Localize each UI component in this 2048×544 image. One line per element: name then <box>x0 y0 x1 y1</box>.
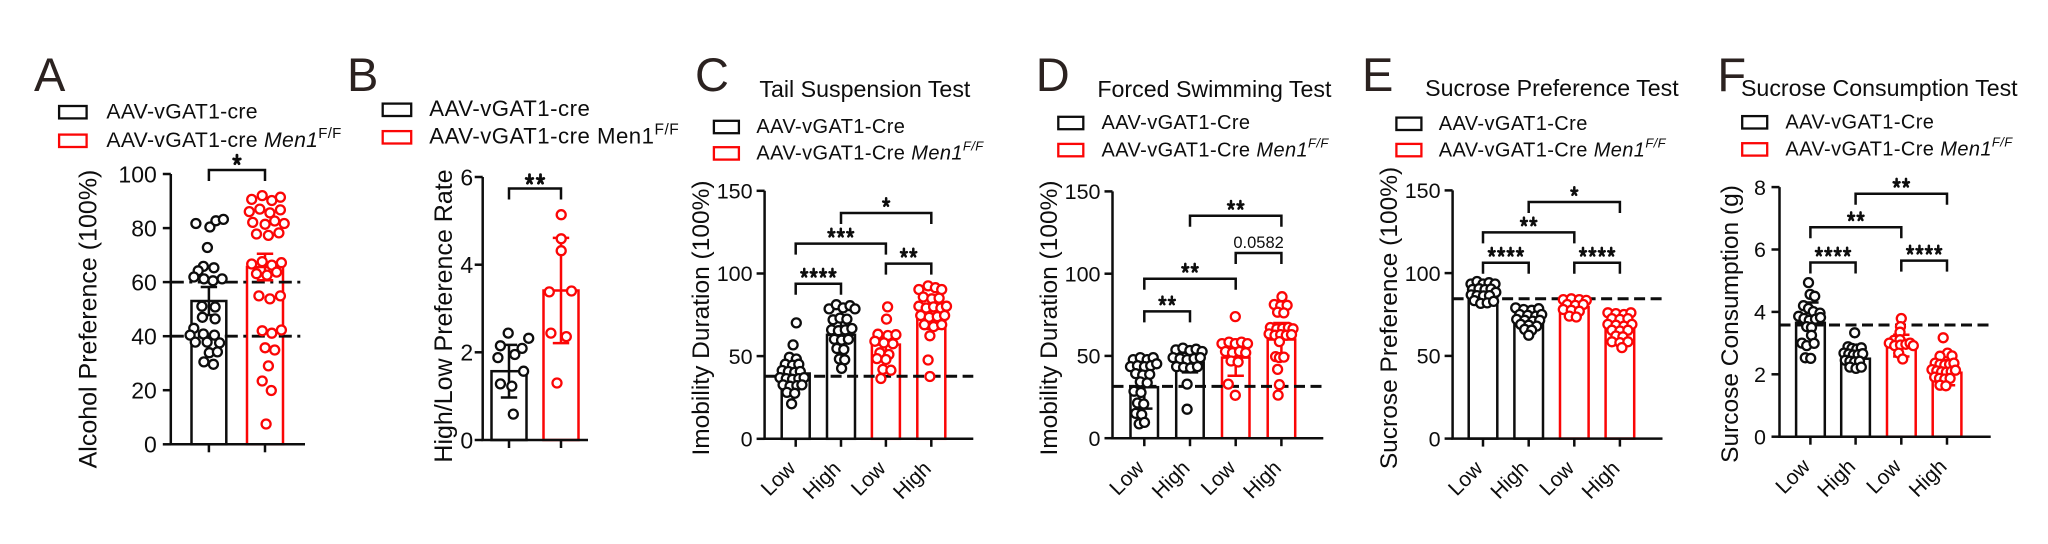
svg-text:0: 0 <box>1429 427 1441 451</box>
svg-text:Alcohol Preference (100%): Alcohol Preference (100%) <box>75 170 103 469</box>
svg-text:100: 100 <box>1405 262 1441 286</box>
svg-text:4: 4 <box>1754 301 1766 325</box>
svg-text:0: 0 <box>1089 427 1101 451</box>
svg-text:100: 100 <box>1065 262 1101 286</box>
svg-text:E: E <box>1362 48 1393 101</box>
svg-text:150: 150 <box>1405 179 1441 203</box>
svg-text:AAV-vGAT1-Cre Men1F/F: AAV-vGAT1-Cre Men1F/F <box>1439 135 1667 161</box>
svg-text:40: 40 <box>131 324 157 350</box>
svg-text:AAV-vGAT1-cre Men1F/F: AAV-vGAT1-cre Men1F/F <box>429 122 679 149</box>
svg-text:100: 100 <box>717 262 753 286</box>
svg-text:AAV-vGAT1-Cre Men1F/F: AAV-vGAT1-Cre Men1F/F <box>1785 135 2013 161</box>
svg-text:0: 0 <box>144 432 157 458</box>
svg-text:C: C <box>695 48 729 101</box>
svg-text:20: 20 <box>131 378 157 404</box>
svg-text:4: 4 <box>460 252 473 278</box>
svg-text:F: F <box>1717 48 1746 101</box>
svg-text:Sucrose Consumption Test: Sucrose Consumption Test <box>1741 75 2018 101</box>
svg-text:80: 80 <box>131 215 157 241</box>
svg-text:0: 0 <box>741 428 753 452</box>
svg-text:0.0582: 0.0582 <box>1233 234 1283 252</box>
svg-text:AAV-vGAT1-Cre: AAV-vGAT1-Cre <box>1785 112 1934 134</box>
svg-text:Imobility Duration (100%): Imobility Duration (100%) <box>1036 180 1063 455</box>
svg-text:0: 0 <box>460 427 473 453</box>
svg-text:B: B <box>347 48 378 101</box>
svg-text:Tail Suspension Test: Tail Suspension Test <box>759 76 971 102</box>
svg-text:2: 2 <box>460 340 473 366</box>
svg-text:AAV-vGAT1-Cre Men1F/F: AAV-vGAT1-Cre Men1F/F <box>1102 135 1330 161</box>
svg-text:AAV-vGAT1-Cre: AAV-vGAT1-Cre <box>1439 113 1588 135</box>
svg-text:100: 100 <box>118 161 156 187</box>
svg-text:60: 60 <box>131 269 157 295</box>
svg-text:50: 50 <box>1077 345 1101 369</box>
svg-text:Sucrose Preference Test: Sucrose Preference Test <box>1425 75 1679 101</box>
svg-text:6: 6 <box>1754 238 1766 262</box>
svg-text:50: 50 <box>1417 345 1441 369</box>
svg-text:Sucrose Preference (100%): Sucrose Preference (100%) <box>1376 167 1403 469</box>
svg-text:AAV-vGAT1-cre Men1F/F: AAV-vGAT1-cre Men1F/F <box>106 125 341 152</box>
svg-text:2: 2 <box>1754 363 1766 387</box>
svg-text:8: 8 <box>1754 176 1766 200</box>
svg-text:AAV-vGAT1-Cre: AAV-vGAT1-Cre <box>1102 112 1251 134</box>
svg-text:50: 50 <box>729 345 753 369</box>
svg-text:0: 0 <box>1754 425 1766 449</box>
svg-text:Imobility Duration (100%): Imobility Duration (100%) <box>688 180 715 455</box>
svg-text:150: 150 <box>1065 180 1101 204</box>
svg-text:Surcose Consumption (g): Surcose Consumption (g) <box>1717 185 1744 463</box>
svg-text:D: D <box>1036 48 1070 101</box>
svg-text:150: 150 <box>717 180 753 204</box>
svg-text:High/Low Preference Rate: High/Low Preference Rate <box>430 169 458 462</box>
svg-text:AAV-vGAT1-Cre: AAV-vGAT1-Cre <box>756 116 905 138</box>
svg-text:AAV-vGAT1-Cre Men1F/F: AAV-vGAT1-Cre Men1F/F <box>756 139 984 165</box>
svg-text:A: A <box>34 48 66 101</box>
svg-text:6: 6 <box>460 164 473 190</box>
svg-text:AAV-vGAT1-cre: AAV-vGAT1-cre <box>106 100 257 123</box>
svg-text:Forced Swimming Test: Forced Swimming Test <box>1097 76 1332 102</box>
svg-text:AAV-vGAT1-cre: AAV-vGAT1-cre <box>429 96 590 121</box>
